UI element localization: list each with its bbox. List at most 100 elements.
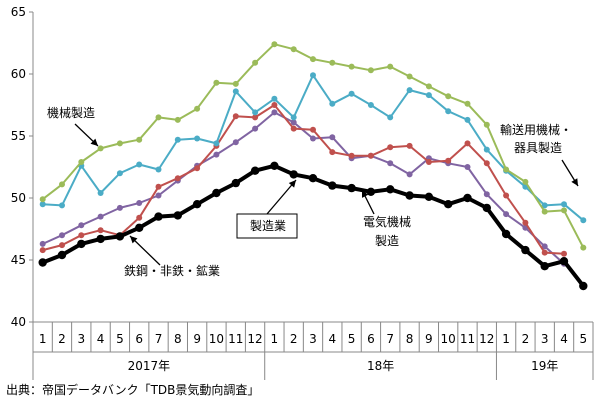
data-point bbox=[96, 234, 105, 244]
x-tick-label: 5 bbox=[348, 332, 356, 346]
data-point bbox=[329, 134, 336, 141]
annotation-label: 機械製造 bbox=[47, 105, 95, 120]
y-tick-label: 55 bbox=[11, 129, 26, 143]
data-point bbox=[115, 232, 125, 241]
data-point bbox=[521, 245, 530, 255]
annotation-arrow bbox=[266, 179, 297, 215]
data-point bbox=[367, 152, 374, 159]
x-tick-label: 11 bbox=[228, 332, 243, 346]
data-point bbox=[232, 113, 239, 120]
data-point bbox=[541, 243, 548, 250]
data-point bbox=[59, 242, 65, 249]
arrow-head bbox=[130, 236, 138, 244]
data-point bbox=[406, 142, 413, 149]
data-point bbox=[250, 166, 260, 175]
data-point bbox=[503, 211, 510, 218]
y-tick-label: 45 bbox=[11, 253, 26, 267]
data-point bbox=[232, 88, 239, 95]
x-tick-label: 4 bbox=[560, 332, 568, 346]
data-point bbox=[425, 83, 432, 90]
x-tick-label: 5 bbox=[116, 332, 124, 346]
data-point bbox=[387, 114, 394, 121]
x-tick-label: 5 bbox=[580, 332, 588, 346]
data-point bbox=[367, 67, 374, 74]
data-point bbox=[559, 257, 569, 266]
data-point bbox=[213, 79, 220, 86]
data-point bbox=[136, 200, 143, 206]
data-point bbox=[424, 192, 434, 201]
data-point bbox=[464, 164, 471, 170]
data-point bbox=[39, 201, 46, 208]
x-tick-label: 10 bbox=[209, 332, 224, 346]
data-point bbox=[116, 204, 123, 211]
data-point bbox=[501, 229, 511, 239]
data-point bbox=[503, 192, 510, 199]
data-point bbox=[541, 249, 548, 256]
data-point bbox=[192, 200, 202, 209]
data-point bbox=[39, 247, 46, 254]
y-tick-label: 60 bbox=[11, 67, 26, 81]
y-tick-label: 65 bbox=[11, 5, 26, 19]
data-point bbox=[78, 159, 85, 165]
data-point bbox=[310, 72, 316, 79]
data-point bbox=[136, 136, 143, 143]
series-line bbox=[42, 74, 584, 222]
data-point bbox=[290, 125, 297, 132]
data-point bbox=[174, 136, 181, 143]
data-point bbox=[97, 227, 104, 234]
x-tick-label: 3 bbox=[309, 332, 317, 346]
year-label: 18年 bbox=[367, 359, 394, 373]
data-point bbox=[579, 281, 588, 291]
data-point bbox=[97, 213, 104, 220]
data-point bbox=[387, 144, 394, 151]
data-point bbox=[270, 161, 279, 170]
data-point bbox=[154, 212, 163, 221]
data-point bbox=[271, 41, 278, 48]
data-point bbox=[135, 223, 144, 232]
data-point bbox=[155, 192, 162, 199]
data-point bbox=[406, 171, 413, 178]
data-point bbox=[174, 175, 181, 182]
x-tick-label: 6 bbox=[135, 332, 143, 346]
x-tick-label: 4 bbox=[97, 332, 105, 346]
arrow-head bbox=[90, 138, 98, 146]
data-point bbox=[289, 170, 298, 179]
annotation-label: 電気機械 bbox=[363, 214, 411, 229]
data-point bbox=[194, 165, 201, 172]
data-point bbox=[522, 219, 529, 226]
x-tick-label: 2 bbox=[58, 332, 66, 346]
data-point bbox=[252, 114, 259, 121]
x-tick-label: 12 bbox=[247, 332, 262, 346]
data-point bbox=[155, 114, 162, 121]
annotation-label: 鉄鋼・非鉄・鉱業 bbox=[124, 263, 220, 278]
data-point bbox=[406, 87, 413, 94]
data-point bbox=[348, 152, 355, 159]
data-point bbox=[464, 100, 471, 107]
y-tick-label: 40 bbox=[11, 315, 26, 329]
data-point bbox=[290, 46, 297, 53]
data-point bbox=[463, 193, 472, 203]
data-point bbox=[271, 95, 278, 102]
data-point bbox=[561, 201, 567, 208]
x-tick-label: 3 bbox=[541, 332, 549, 346]
data-point bbox=[406, 73, 413, 80]
x-tick-label: 7 bbox=[155, 332, 163, 346]
data-point bbox=[444, 200, 453, 209]
x-tick-label: 9 bbox=[425, 332, 433, 346]
x-tick-label: 2 bbox=[290, 332, 298, 346]
data-point bbox=[386, 185, 395, 194]
data-point bbox=[57, 250, 67, 260]
data-point bbox=[464, 140, 471, 147]
data-point bbox=[348, 63, 355, 70]
x-tick-label: 12 bbox=[479, 332, 494, 346]
data-point bbox=[155, 166, 162, 173]
data-point bbox=[232, 139, 239, 146]
data-point bbox=[541, 202, 548, 209]
year-label: 19年 bbox=[531, 359, 558, 373]
data-point bbox=[310, 135, 316, 142]
arrow-head bbox=[288, 180, 296, 188]
data-point bbox=[328, 181, 337, 190]
data-point bbox=[347, 183, 356, 193]
x-tick-label: 2 bbox=[522, 332, 530, 346]
